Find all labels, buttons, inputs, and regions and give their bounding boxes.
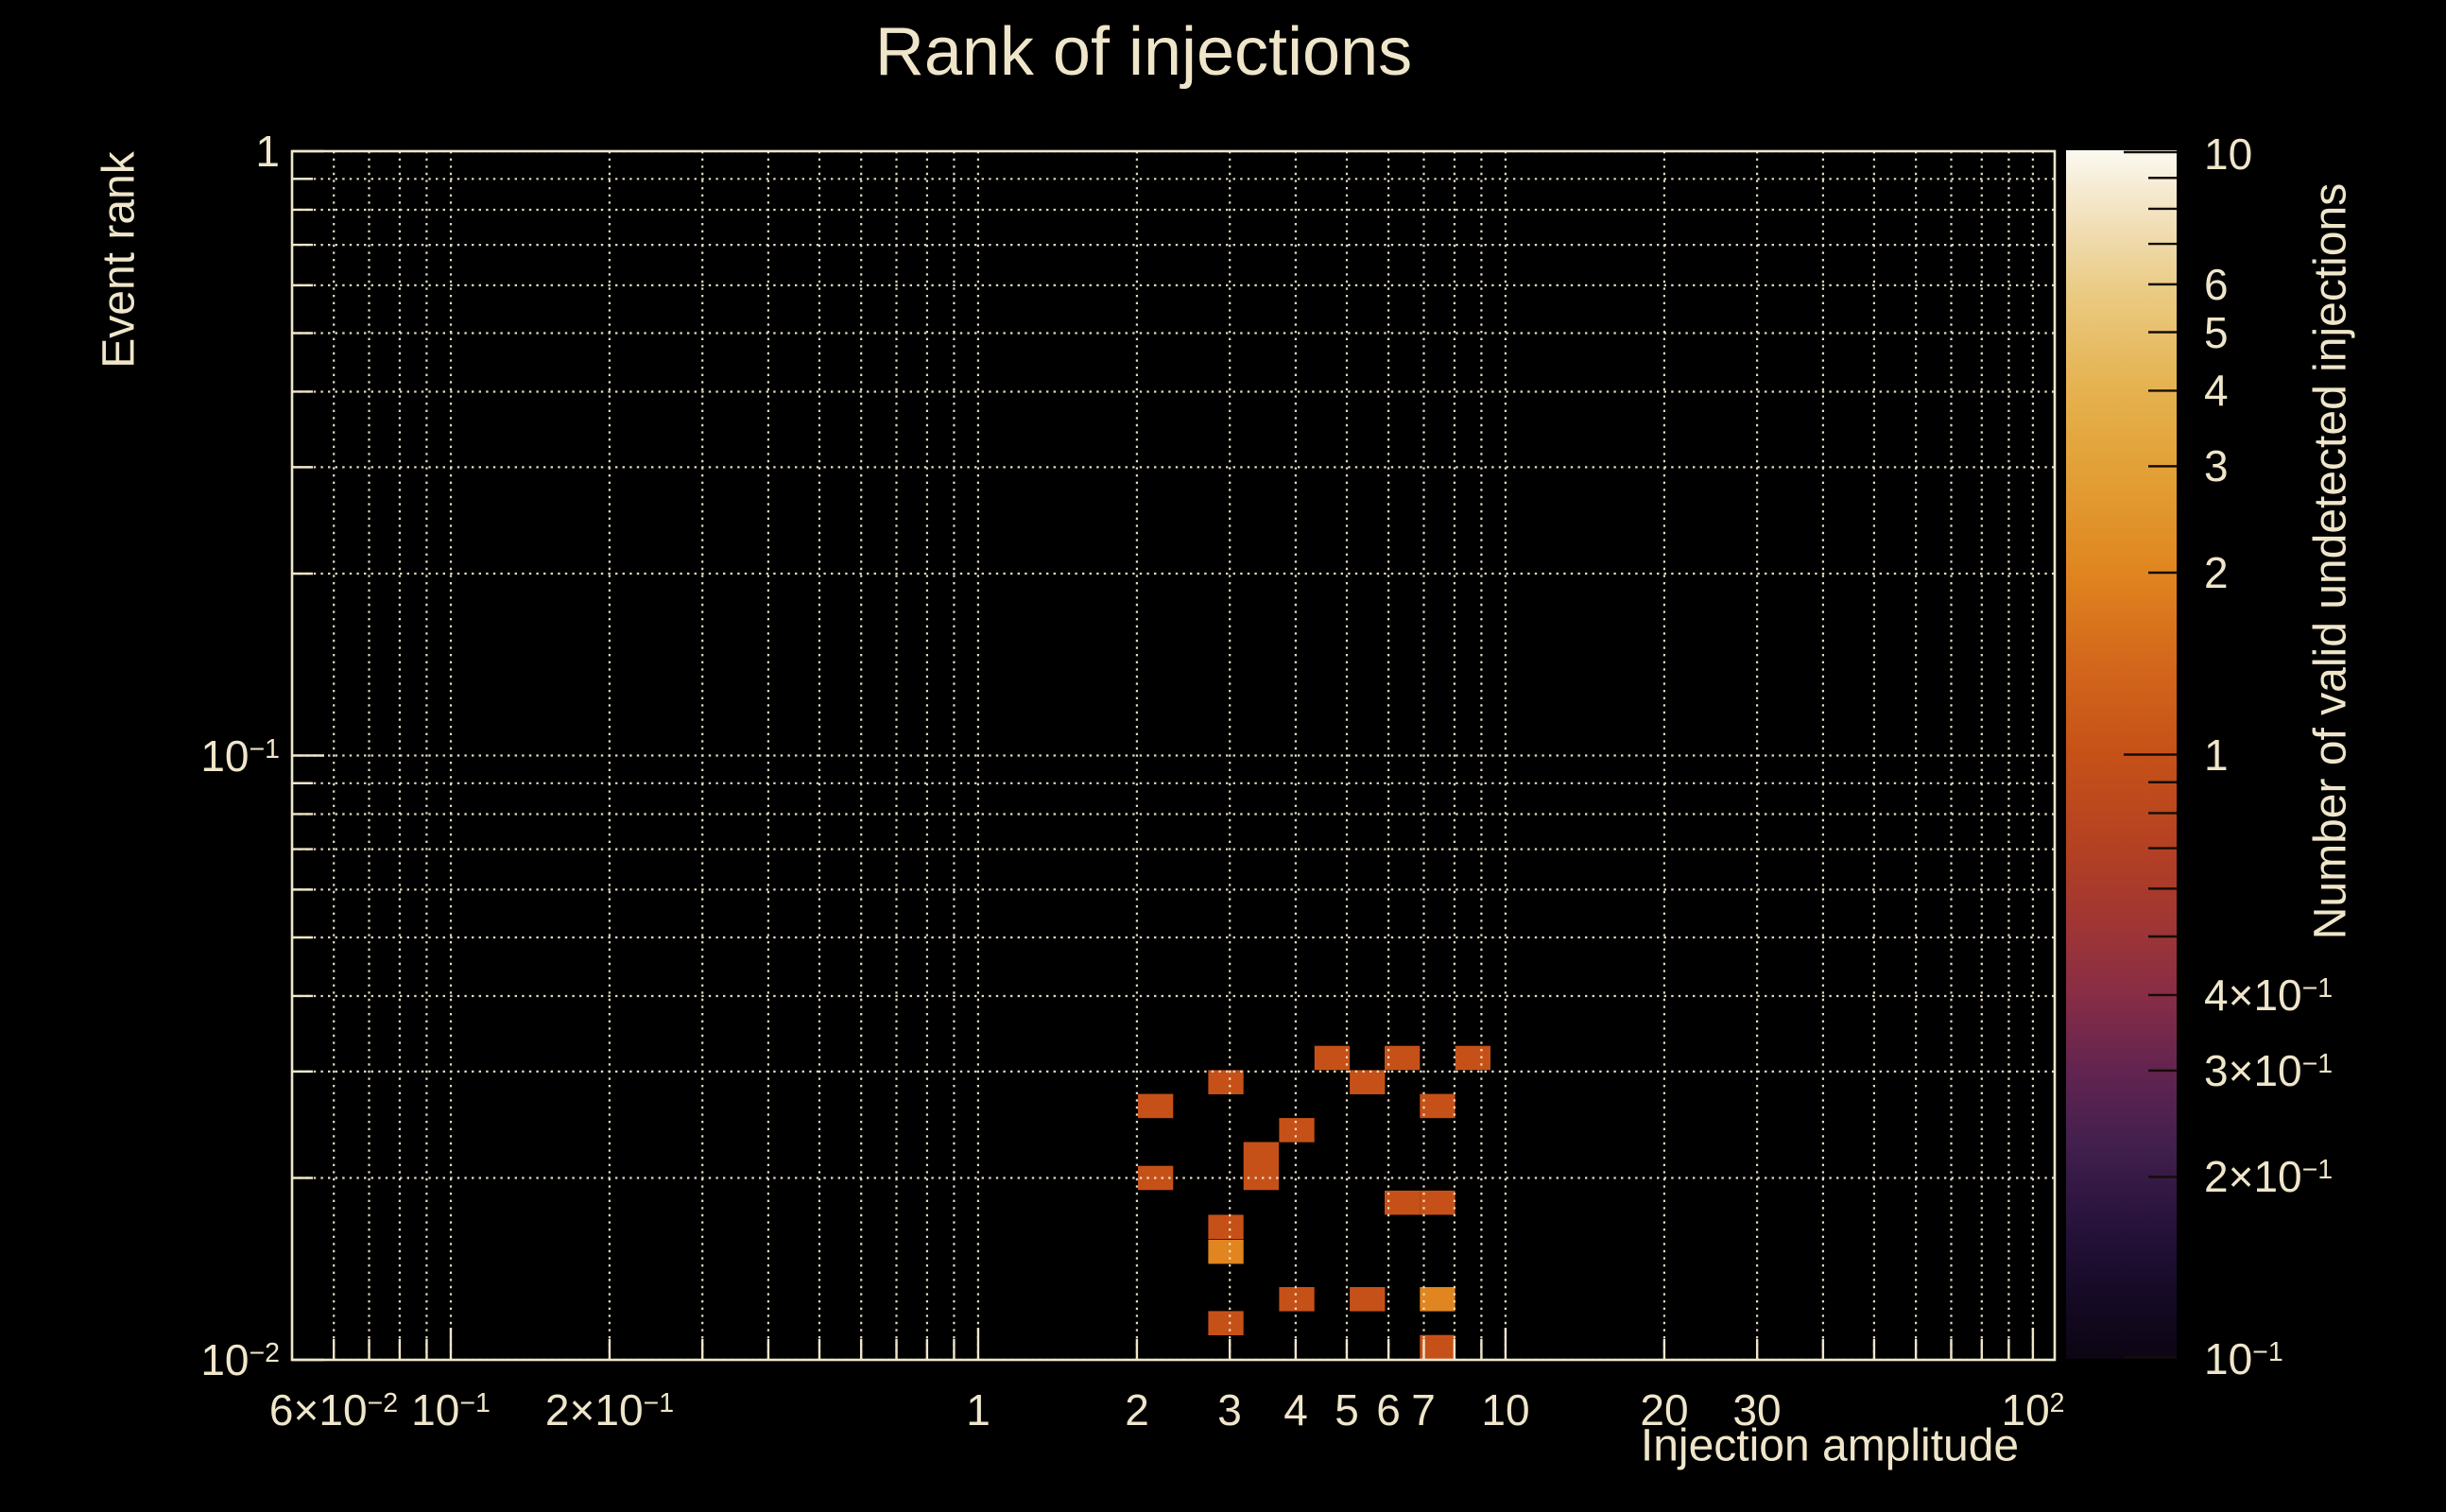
colorbar-tick-label: 6 xyxy=(2204,260,2229,309)
x-tick-label: 7 xyxy=(1411,1385,1436,1435)
x-tick-label: 4 xyxy=(1283,1385,1308,1435)
heatmap-cell xyxy=(1208,1239,1244,1264)
colorbar-tick-label: 2×10−1 xyxy=(2204,1152,2334,1201)
axis-ticks xyxy=(292,149,2035,1362)
y-tick-label: 1 xyxy=(255,127,280,176)
y-tick-label: 10−2 xyxy=(200,1335,280,1384)
heatmap-cell xyxy=(1279,1287,1315,1312)
heatmap-cell xyxy=(1420,1334,1456,1360)
heatmap-cell xyxy=(1420,1093,1456,1119)
x-tick-label: 30 xyxy=(1732,1385,1782,1435)
x-tick-label: 102 xyxy=(2001,1385,2065,1435)
heatmap-cell xyxy=(1138,1093,1174,1119)
heatmap-cell xyxy=(1208,1070,1244,1094)
colorbar-tick-label: 4 xyxy=(2204,366,2229,415)
x-tick-label: 1 xyxy=(966,1385,990,1435)
heatmap-cell xyxy=(1279,1118,1315,1143)
heatmap-cell xyxy=(1420,1190,1456,1215)
heatmap-cell xyxy=(1314,1045,1351,1071)
x-tick-label: 10 xyxy=(1481,1385,1530,1435)
colorbar-tick-label: 2 xyxy=(2204,548,2229,597)
x-tick-label: 10−1 xyxy=(411,1385,491,1435)
heatmap-cell xyxy=(1243,1142,1279,1167)
heatmap-cell xyxy=(1350,1070,1386,1094)
x-tick-label: 20 xyxy=(1640,1385,1689,1435)
y-axis-label: Event rank xyxy=(94,151,145,369)
colorbar-tick-label: 10 xyxy=(2204,129,2253,179)
x-tick-label: 3 xyxy=(1217,1385,1242,1435)
colorbar-tick-label: 5 xyxy=(2204,308,2229,357)
colorbar-tick-label: 10−1 xyxy=(2204,1334,2283,1383)
chart-title: Rank of injections xyxy=(874,14,1413,90)
heatmap-cell xyxy=(1385,1045,1421,1071)
colorbar-tick-label: 3 xyxy=(2204,441,2229,490)
x-axis-label: Injection amplitude xyxy=(1640,1420,2020,1471)
x-tick-label: 2×10−1 xyxy=(544,1385,675,1435)
y-tick-label: 10−1 xyxy=(200,731,280,781)
colorbar-tick-label: 1 xyxy=(2204,730,2229,780)
heatmap-cell xyxy=(1208,1214,1244,1240)
x-tick-label: 5 xyxy=(1335,1385,1359,1435)
heatmap-cell xyxy=(1420,1287,1456,1312)
heatmap-cell xyxy=(1208,1311,1244,1335)
heatmap-cell xyxy=(1350,1287,1386,1312)
heatmap-cells xyxy=(1138,1045,1490,1360)
colorbar-label: Number of valid undetected injections xyxy=(2305,182,2356,940)
heatmap-cell xyxy=(1455,1045,1490,1071)
gridlines xyxy=(292,151,2055,1360)
heatmap-cell xyxy=(1385,1190,1421,1215)
x-tick-label: 2 xyxy=(1125,1385,1149,1435)
x-tick-label: 6 xyxy=(1376,1385,1401,1435)
x-tick-label: 6×10−2 xyxy=(268,1385,399,1435)
colorbar-ticks xyxy=(2124,150,2177,1359)
colorbar-tick-label: 3×10−1 xyxy=(2204,1046,2334,1095)
colorbar-tick-label: 4×10−1 xyxy=(2204,971,2334,1020)
